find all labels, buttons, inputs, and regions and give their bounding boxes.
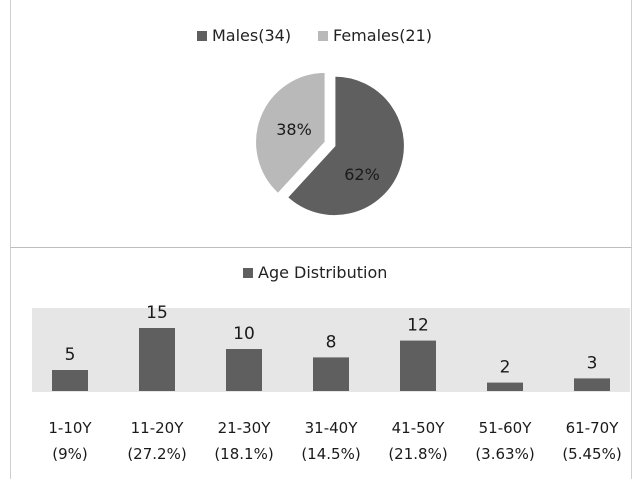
- x-tick-label-range: 51-60Y: [479, 419, 533, 437]
- x-tick-label-range: 1-10Y: [48, 419, 92, 437]
- legend-swatch-age: [243, 268, 253, 278]
- bar-legend: Age Distribution: [243, 263, 387, 282]
- legend-swatch-males: [197, 31, 207, 41]
- bar-data-label: 10: [233, 324, 255, 344]
- bar-data-label: 5: [65, 345, 76, 365]
- legend-label-females: Females(21): [333, 26, 432, 45]
- pie-slice-label-males: 62%: [344, 165, 380, 184]
- bar: [487, 382, 523, 391]
- pie-slice-label-females: 38%: [276, 120, 312, 139]
- bar: [52, 370, 88, 391]
- bar: [139, 328, 175, 391]
- x-tick-label-range: 21-30Y: [218, 419, 272, 437]
- bar-x-axis-labels: 1-10Y (9%) 11-20Y (27.2%) 21-30Y (18.1%) 31-40…: [48, 419, 621, 463]
- x-tick-label-range: 61-70Y: [566, 419, 620, 437]
- x-tick-label-percent: (5.45%): [562, 445, 621, 463]
- bar: [313, 357, 349, 391]
- x-tick-label-range: 11-20Y: [131, 419, 185, 437]
- bar-chart: 5 15 10 8 12 2 3: [52, 303, 610, 391]
- pie-slice-males: [286, 75, 406, 217]
- bar-data-label: 2: [500, 358, 511, 378]
- bar-data-label: 8: [326, 332, 337, 352]
- x-tick-label-percent: (21.8%): [388, 445, 447, 463]
- legend-label-age: Age Distribution: [258, 263, 387, 282]
- bar: [226, 349, 262, 391]
- gender-chart-panel: [10, 0, 632, 248]
- x-tick-label-percent: (18.1%): [214, 445, 273, 463]
- pie-chart: [254, 71, 406, 217]
- legend-swatch-females: [318, 31, 328, 41]
- age-chart-panel: [10, 248, 632, 479]
- bar-data-label: 12: [407, 316, 429, 336]
- bar: [574, 378, 610, 391]
- x-tick-label-percent: (14.5%): [301, 445, 360, 463]
- x-tick-label-range: 31-40Y: [305, 419, 359, 437]
- bar: [400, 340, 436, 391]
- x-tick-label-percent: (27.2%): [127, 445, 186, 463]
- bar-data-label: 15: [146, 303, 168, 323]
- x-tick-label-range: 41-50Y: [392, 419, 446, 437]
- bar-data-label: 3: [587, 353, 598, 373]
- pie-legend: Males(34) Females(21): [197, 26, 432, 45]
- x-tick-label-percent: (3.63%): [475, 445, 534, 463]
- x-tick-label-percent: (9%): [52, 445, 88, 463]
- legend-label-males: Males(34): [212, 26, 291, 45]
- pie-slice-females: [254, 71, 327, 195]
